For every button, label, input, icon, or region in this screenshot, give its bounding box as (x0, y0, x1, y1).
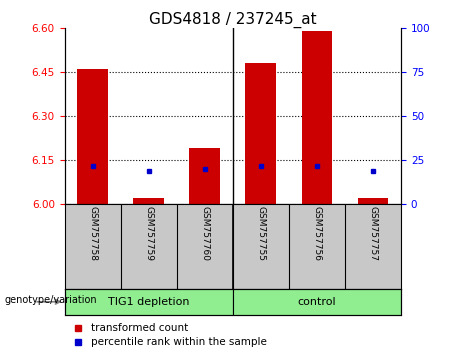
Text: GSM757757: GSM757757 (368, 206, 378, 261)
Text: GSM757760: GSM757760 (200, 206, 209, 261)
Text: percentile rank within the sample: percentile rank within the sample (91, 337, 267, 347)
Text: GSM757756: GSM757756 (313, 206, 321, 261)
Text: transformed count: transformed count (91, 322, 189, 332)
Bar (233, 289, 401, 315)
Title: GDS4818 / 237245_at: GDS4818 / 237245_at (149, 12, 317, 28)
Bar (358, 198, 389, 204)
Text: control: control (298, 297, 336, 307)
Bar (65, 289, 233, 315)
Bar (245, 63, 276, 204)
Bar (301, 31, 332, 204)
Bar (77, 69, 108, 204)
Text: GSM757758: GSM757758 (88, 206, 97, 261)
Text: genotype/variation: genotype/variation (5, 295, 97, 305)
Bar (133, 198, 164, 204)
Text: TIG1 depletion: TIG1 depletion (108, 297, 189, 307)
Text: GSM757759: GSM757759 (144, 206, 153, 261)
Bar (189, 148, 220, 204)
Text: GSM757755: GSM757755 (256, 206, 266, 261)
